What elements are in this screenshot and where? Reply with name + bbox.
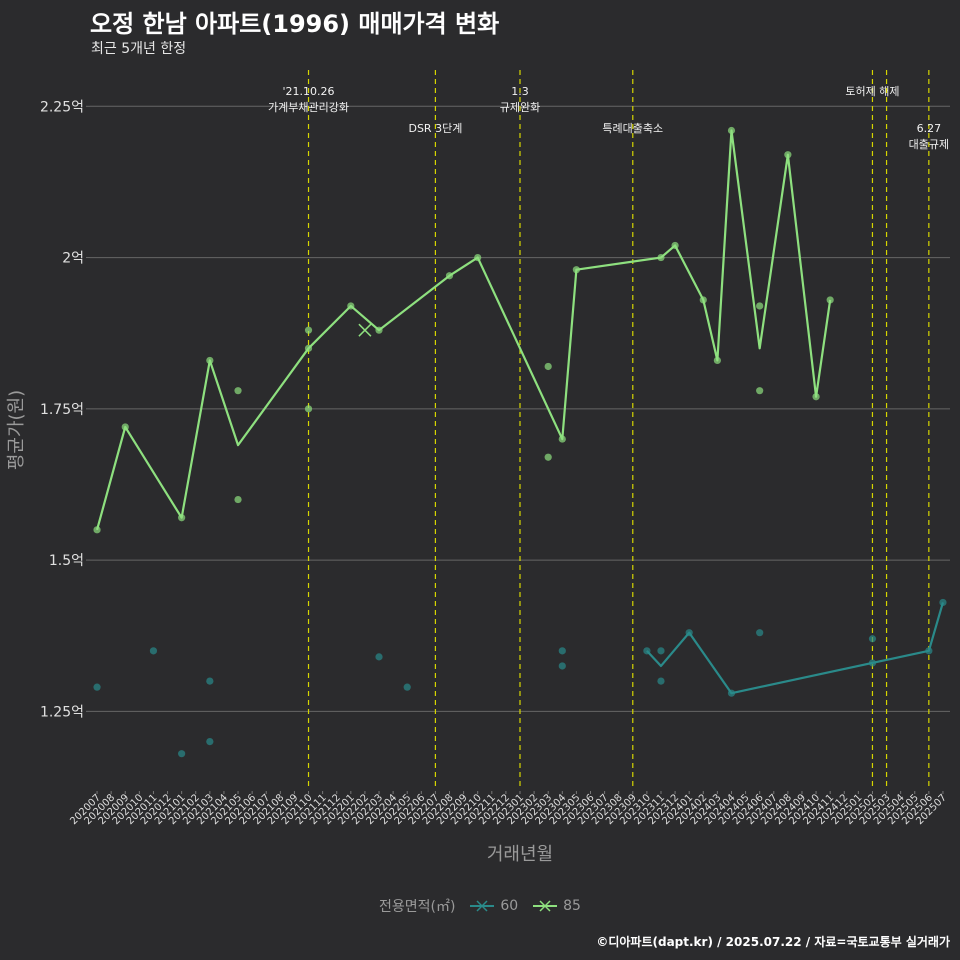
data-point-60 bbox=[403, 683, 411, 691]
data-point-85 bbox=[756, 302, 764, 310]
data-point-85 bbox=[445, 272, 454, 280]
event-label: '21.10.26 bbox=[283, 85, 335, 98]
data-point-85 bbox=[826, 296, 834, 304]
event-label: 가계부채관리강화 bbox=[268, 101, 349, 114]
y-tick-label: 2억 bbox=[62, 251, 84, 267]
data-point-85 bbox=[234, 387, 242, 395]
data-point-60 bbox=[868, 659, 877, 667]
data-point-60 bbox=[206, 737, 214, 746]
event-label: 규제완화 bbox=[500, 101, 540, 114]
data-point-60 bbox=[685, 629, 693, 637]
data-point-60 bbox=[643, 647, 651, 655]
data-point-60 bbox=[558, 647, 566, 655]
y-tick-label: 1.5억 bbox=[49, 553, 84, 569]
data-point-85 bbox=[544, 362, 552, 371]
x-axis-title: 거래년월 bbox=[487, 844, 553, 865]
legend-swatch-85 bbox=[532, 900, 557, 912]
data-point-60 bbox=[206, 677, 214, 685]
series-line-60 bbox=[646, 602, 945, 695]
data-point-60 bbox=[925, 647, 933, 655]
legend-item-60: 60 bbox=[468, 898, 518, 914]
chart-subtitle: 최근 5개년 한정 bbox=[91, 41, 187, 57]
event-label: 특례대출축소 bbox=[602, 122, 663, 135]
y-axis-title: 평균가(원) bbox=[6, 390, 27, 470]
event-label: 대출규제 bbox=[909, 138, 949, 151]
data-point-85 bbox=[304, 326, 313, 334]
legend-label-85: 85 bbox=[563, 898, 581, 914]
data-point-85 bbox=[304, 344, 313, 352]
data-point-60 bbox=[939, 598, 947, 607]
legend-swatch-60 bbox=[469, 900, 494, 912]
data-point-85 bbox=[657, 253, 665, 262]
data-point-85 bbox=[375, 326, 383, 334]
chart-title: 오정 한남 아파트(1996) 매매가격 변화 bbox=[90, 10, 500, 38]
data-point-85 bbox=[347, 302, 355, 310]
data-point-85 bbox=[727, 126, 736, 135]
data-point-85 bbox=[699, 296, 707, 304]
data-point-85 bbox=[234, 495, 242, 504]
data-point-60 bbox=[558, 662, 566, 670]
data-point-85 bbox=[784, 151, 792, 159]
event-label: DSR 3단계 bbox=[408, 122, 462, 135]
data-point-85 bbox=[206, 356, 214, 365]
data-point-85 bbox=[558, 435, 566, 443]
data-point-85 bbox=[544, 453, 552, 461]
event-label: 6.27 bbox=[917, 122, 942, 135]
cross-stroke bbox=[358, 323, 372, 337]
y-tick-label: 1.75억 bbox=[40, 402, 84, 418]
data-point-60 bbox=[375, 653, 383, 661]
event-label: 토허제 해제 bbox=[845, 84, 899, 98]
data-point-85 bbox=[93, 526, 101, 534]
data-point-85 bbox=[304, 405, 313, 413]
data-point-60 bbox=[868, 635, 877, 643]
y-tick-label: 1.25억 bbox=[40, 704, 84, 720]
data-point-60 bbox=[93, 683, 101, 691]
data-point-85 bbox=[671, 241, 679, 250]
data-point-85 bbox=[178, 514, 186, 522]
data-point-85 bbox=[474, 253, 482, 262]
event-label: 1.3 bbox=[511, 85, 529, 98]
data-point-60 bbox=[756, 629, 764, 637]
data-point-85 bbox=[121, 423, 129, 431]
data-point-60 bbox=[657, 677, 665, 685]
y-tick-label: 2.25억 bbox=[40, 99, 84, 115]
data-point-85 bbox=[812, 393, 820, 401]
data-point-85 bbox=[756, 387, 764, 395]
series-line-85 bbox=[95, 129, 832, 531]
data-point-60 bbox=[149, 647, 158, 655]
legend: 전용면적(㎡) 60 85 bbox=[0, 896, 960, 916]
source-caption: ©디아파트(dapt.kr) / 2025.07.22 / 자료=국토교통부 실… bbox=[596, 935, 950, 949]
data-point-60 bbox=[657, 647, 665, 655]
legend-label-60: 60 bbox=[500, 898, 519, 914]
data-point-60 bbox=[727, 689, 736, 697]
cross-marker-85 bbox=[358, 323, 372, 337]
data-point-60 bbox=[178, 750, 186, 758]
data-point-85 bbox=[713, 356, 721, 365]
data-point-85 bbox=[572, 266, 580, 274]
legend-item-85: 85 bbox=[531, 898, 581, 914]
legend-title: 전용면적(㎡) bbox=[379, 899, 456, 915]
